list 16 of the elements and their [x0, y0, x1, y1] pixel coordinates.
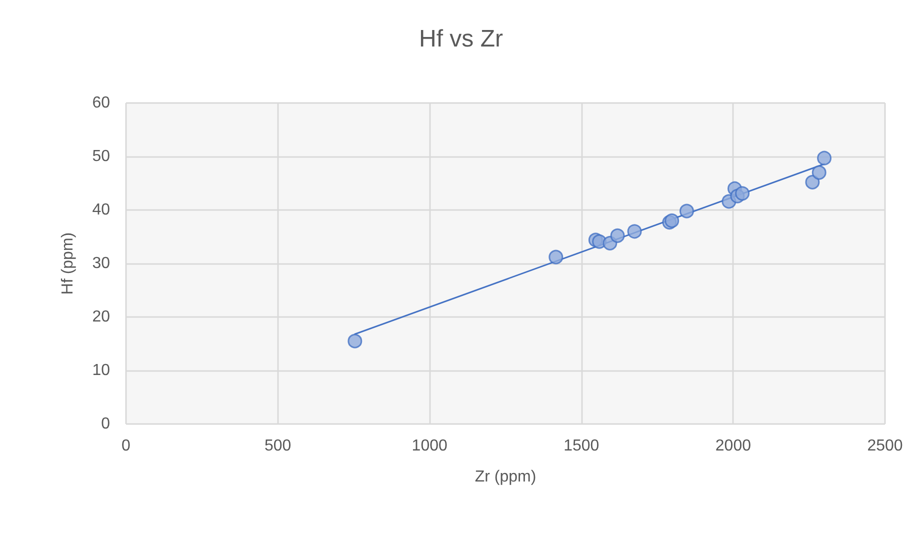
- y-tick-label: 40: [92, 202, 110, 218]
- x-tick-label: 1500: [564, 438, 600, 454]
- x-tick-label: 1000: [412, 438, 448, 454]
- y-tick-label: 50: [92, 148, 110, 165]
- x-tick-label: 500: [264, 438, 292, 454]
- y-axis-title: Hf (ppm): [60, 232, 76, 295]
- y-tick-label: 30: [92, 255, 110, 272]
- x-tick-label: 2000: [715, 438, 752, 454]
- chart-title: Hf vs Zr: [419, 26, 503, 52]
- y-tick-label: 10: [92, 362, 110, 379]
- y-tick-label: 20: [92, 308, 110, 326]
- x-tick-label: 2500: [867, 438, 903, 454]
- x-axis-title: Zr (ppm): [474, 468, 536, 486]
- y-tick-label: 60: [92, 94, 110, 112]
- y-tick-label: 0: [101, 416, 110, 432]
- x-tick-label: 0: [122, 438, 131, 454]
